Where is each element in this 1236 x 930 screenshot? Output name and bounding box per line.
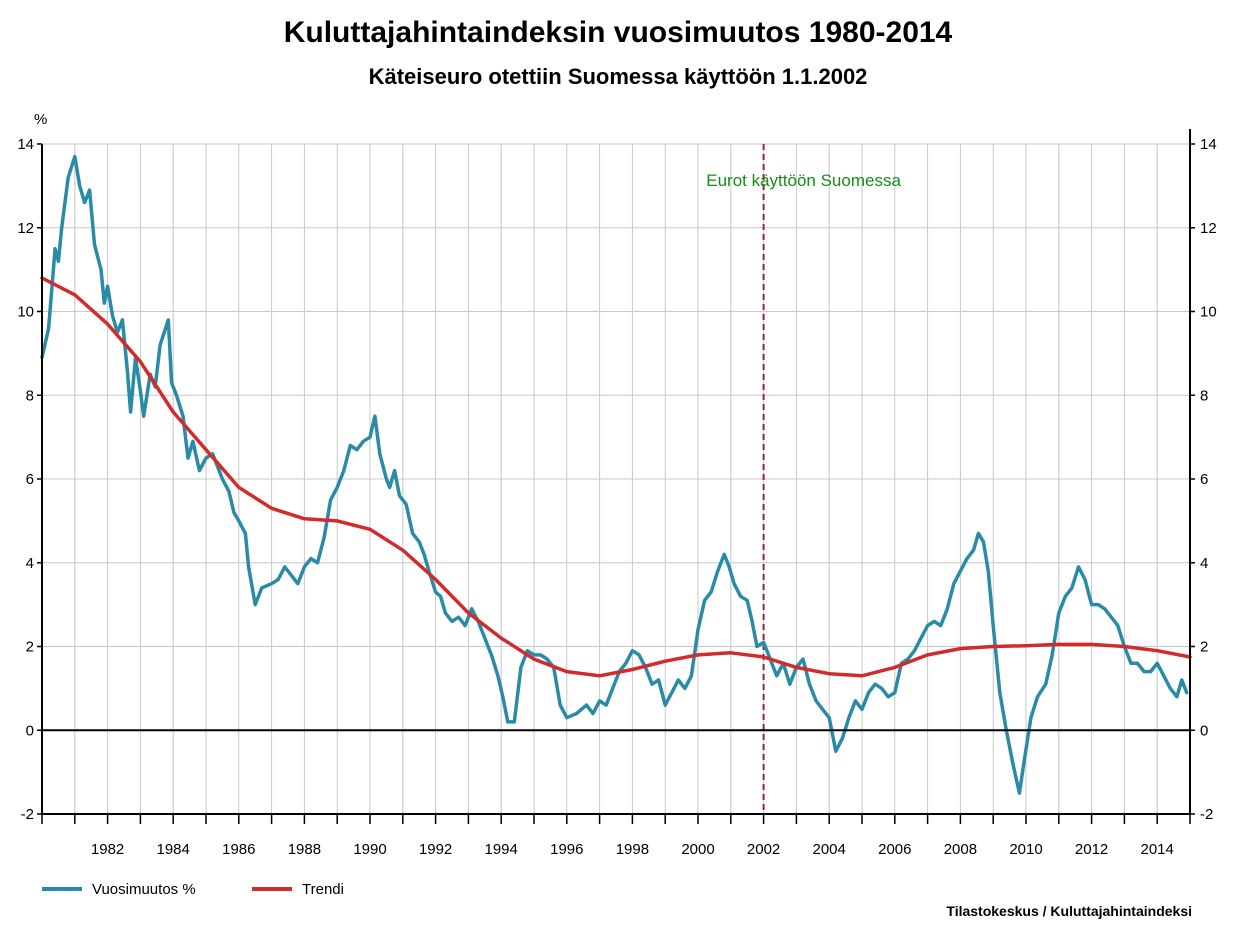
legend-label-vuosimuutos: Vuosimuutos %: [92, 881, 196, 898]
chart-subtitle: Käteiseuro otettiin Suomessa käyttöön 1.…: [369, 64, 868, 89]
axes: [37, 129, 1195, 824]
x-tick-label: 1984: [157, 841, 190, 858]
x-tick-label: 1988: [288, 841, 321, 858]
x-tick-label: 1996: [550, 841, 583, 858]
tick-labels: -2 -2 0 0 2 2 4 4 6 6 8 8 10 10 12 12 14 14 1982 1984 1986 19…: [17, 136, 1216, 858]
y-tick-label: 8: [26, 387, 34, 404]
y-tick-label: 0: [26, 722, 34, 739]
x-tick-label: 2006: [878, 841, 911, 858]
y-tick-label: 10: [17, 304, 34, 321]
y-tick-label-right: 6: [1200, 471, 1208, 488]
y-tick-label-right: 2: [1200, 639, 1208, 656]
annotation-layer: Eurot käyttöön Suomessa: [706, 144, 901, 814]
x-tick-label: 2012: [1075, 841, 1108, 858]
x-tick-label: 1992: [419, 841, 452, 858]
x-tick-label: 1998: [616, 841, 649, 858]
y-tick-label: 6: [26, 471, 34, 488]
y-tick-label-right: 0: [1200, 722, 1208, 739]
x-tick-label: 1982: [91, 841, 124, 858]
legend: Vuosimuutos % Trendi: [42, 881, 344, 898]
source-label: Tilastokeskus / Kuluttajahintaindeksi: [946, 903, 1192, 919]
chart-title: Kuluttajahintaindeksin vuosimuutos 1980-…: [284, 16, 953, 49]
x-tick-label: 2010: [1009, 841, 1042, 858]
y-tick-label-right: 8: [1200, 387, 1208, 404]
y-tick-label-right: 14: [1200, 136, 1217, 153]
series-layer: [40, 154, 1192, 795]
y-tick-label: 12: [17, 220, 34, 237]
series-line-trendi: [40, 276, 1192, 678]
y-axis-unit: %: [34, 111, 47, 128]
y-tick-label: 4: [26, 555, 34, 572]
y-tick-label-right: 10: [1200, 304, 1217, 321]
y-tick-label-right: -2: [1200, 806, 1213, 823]
x-tick-label: 2008: [944, 841, 977, 858]
x-tick-label: 2014: [1141, 841, 1174, 858]
x-tick-label: 2000: [681, 841, 714, 858]
x-tick-label: 1990: [353, 841, 386, 858]
x-tick-label: 1994: [485, 841, 518, 858]
y-tick-label: 14: [17, 136, 34, 153]
x-tick-label: 2004: [813, 841, 846, 858]
grid: [42, 143, 1190, 815]
x-tick-label: 2002: [747, 841, 780, 858]
series-line-vuosimuutos: [40, 154, 1189, 795]
y-tick-label: -2: [21, 806, 34, 823]
annotation-label: Eurot käyttöön Suomessa: [706, 171, 901, 190]
y-tick-label: 2: [26, 639, 34, 656]
legend-label-trendi: Trendi: [302, 881, 344, 898]
y-tick-label-right: 4: [1200, 555, 1208, 572]
y-tick-label-right: 12: [1200, 220, 1217, 237]
x-tick-label: 1986: [222, 841, 255, 858]
